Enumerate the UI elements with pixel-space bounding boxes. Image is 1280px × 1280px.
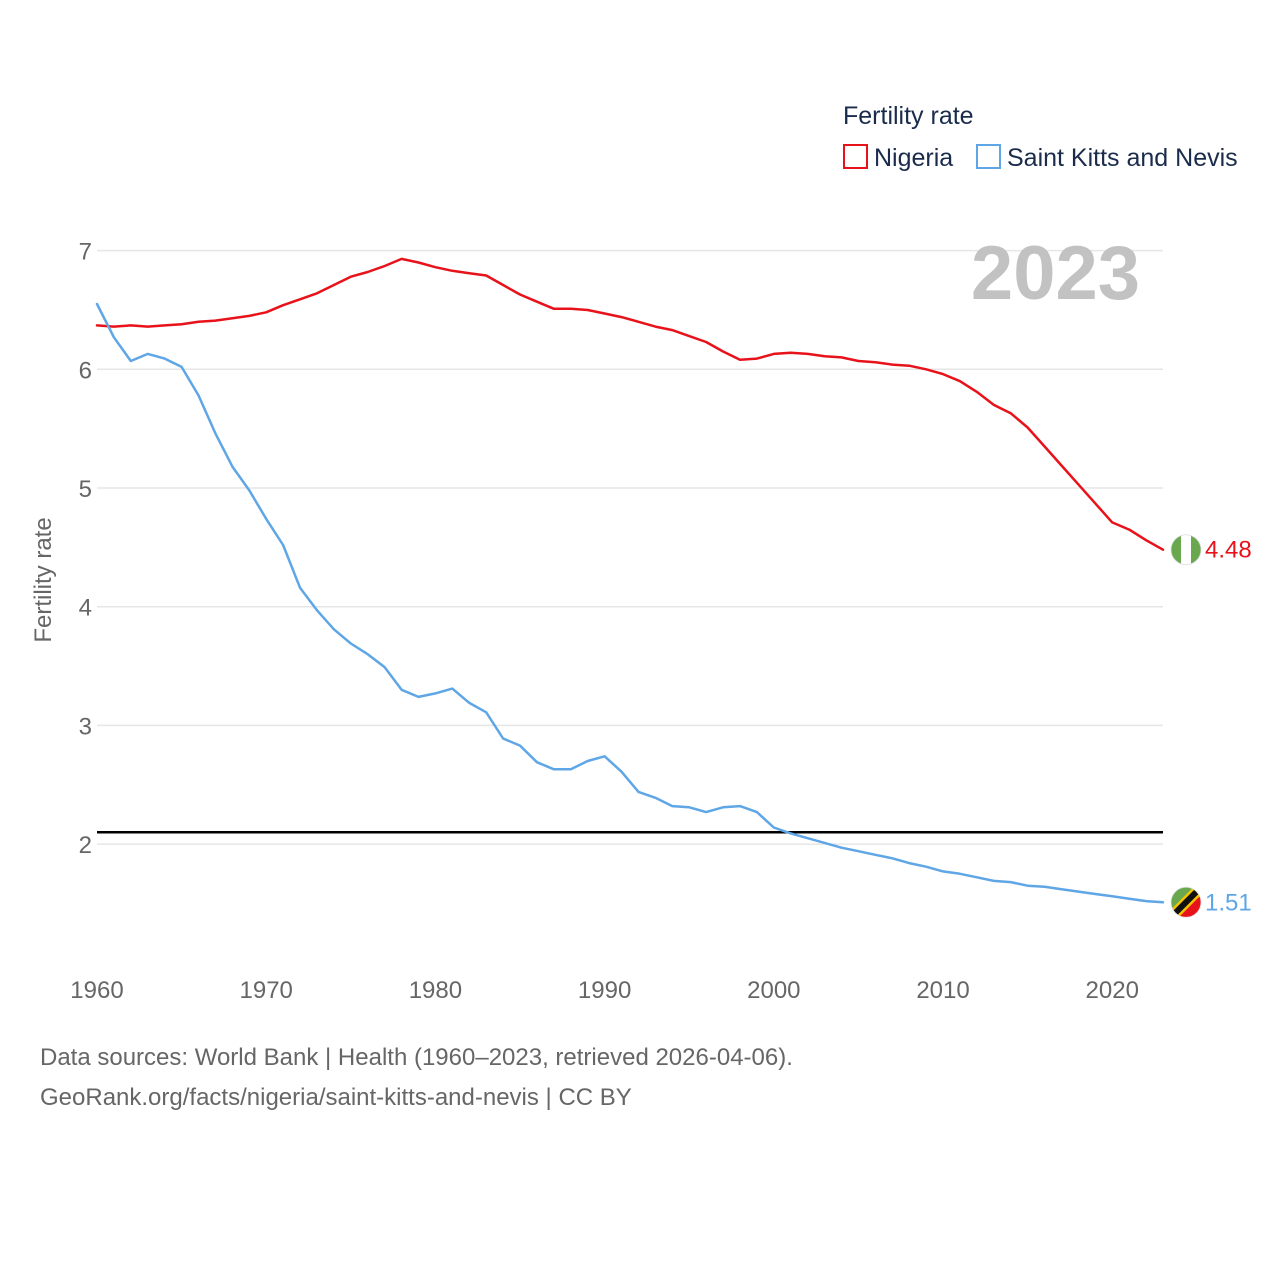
legend: Fertility rate Nigeria Saint Kitts and N… xyxy=(843,102,1238,172)
y-tick-label: 7 xyxy=(79,239,92,266)
x-tick-label: 2020 xyxy=(1086,977,1139,1004)
x-axis-ticks: 1960 1970 1980 1990 2000 2010 2020 xyxy=(70,977,1139,1004)
end-value-label-saint-kitts-and-nevis: 1.51 xyxy=(1205,889,1252,916)
legend-title: Fertility rate xyxy=(843,102,974,130)
y-tick-label: 6 xyxy=(79,357,92,384)
y-tick-label: 3 xyxy=(79,713,92,740)
x-tick-label: 1970 xyxy=(240,977,293,1004)
legend-swatch-nigeria[interactable] xyxy=(843,144,868,169)
x-tick-label: 2000 xyxy=(747,977,800,1004)
data-sources-note: Data sources: World Bank | Health (1960–… xyxy=(40,1044,793,1071)
series-line-saint-kitts-and-nevis[interactable] xyxy=(95,302,1165,904)
legend-label-nigeria[interactable]: Nigeria xyxy=(874,144,953,172)
legend-swatch-saint-kitts-and-nevis[interactable] xyxy=(976,144,1001,169)
y-axis-ticks: 2 3 4 5 6 7 xyxy=(79,239,92,859)
end-value-label-nigeria: 4.48 xyxy=(1205,537,1252,564)
series-line-nigeria[interactable] xyxy=(95,257,1165,551)
y-tick-label: 5 xyxy=(79,476,92,503)
year-label: 2023 xyxy=(971,231,1140,316)
x-tick-label: 2010 xyxy=(916,977,969,1004)
y-axis-label: Fertility rate xyxy=(30,517,57,642)
legend-label-saint-kitts-and-nevis[interactable]: Saint Kitts and Nevis xyxy=(1007,144,1238,172)
grid-layer xyxy=(97,249,1163,845)
x-tick-label: 1990 xyxy=(578,977,631,1004)
y-tick-label: 2 xyxy=(79,832,92,859)
endpoint-layer: 4.48 1.51 xyxy=(1170,534,1252,918)
credit-note: GeoRank.org/facts/nigeria/saint-kitts-an… xyxy=(40,1084,632,1111)
series-layer xyxy=(95,257,1165,904)
x-tick-label: 1960 xyxy=(70,977,123,1004)
flag-marker-saint-kitts-and-nevis xyxy=(1170,886,1202,918)
x-tick-label: 1980 xyxy=(409,977,462,1004)
y-tick-label: 4 xyxy=(79,595,92,622)
flag-marker-nigeria xyxy=(1170,534,1202,566)
